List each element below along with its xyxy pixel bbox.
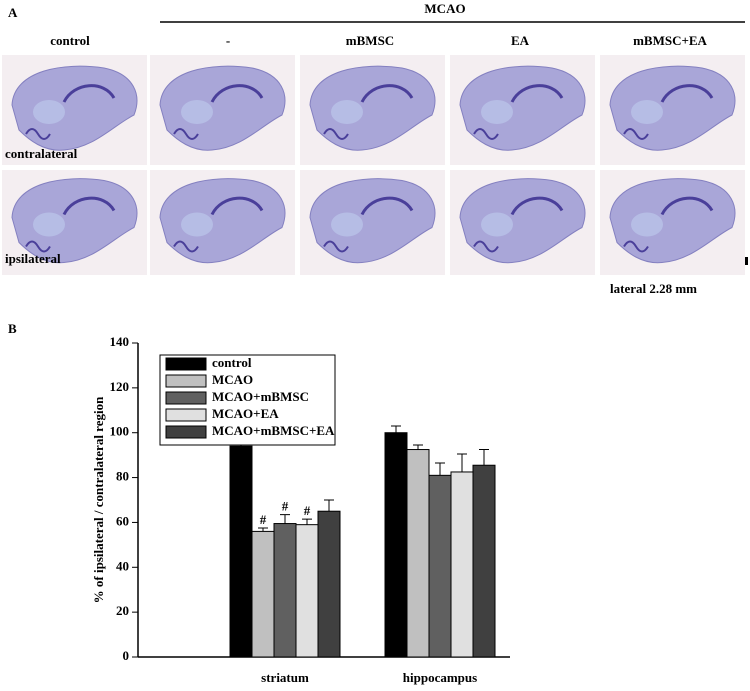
error-bar [479, 449, 489, 466]
error-bar [413, 444, 423, 450]
hippocampus [360, 84, 414, 103]
y-tick-label: 20 [116, 603, 129, 618]
hippocampus [210, 196, 264, 216]
bar [295, 524, 319, 658]
striatum [33, 212, 65, 237]
row-label: ipsilateral [5, 251, 61, 266]
hippocampus [510, 196, 564, 216]
bar [317, 510, 341, 658]
y-tick-label: 0 [123, 648, 130, 663]
bar [428, 474, 452, 658]
cerebellum [25, 240, 51, 253]
striatum [181, 212, 213, 237]
cerebellum [25, 128, 51, 140]
error-bar [324, 499, 334, 512]
cerebellum [173, 128, 199, 140]
striatum [481, 100, 513, 124]
brain-slice [159, 65, 286, 151]
bar [450, 471, 474, 658]
error-bar [435, 462, 445, 476]
legend-label: MCAO [212, 372, 253, 387]
significance-mark: # [260, 512, 267, 527]
striatum [331, 212, 363, 237]
x-tick-label: striatum [261, 670, 309, 685]
brain-slice [159, 178, 286, 264]
cerebellum [623, 240, 649, 253]
row-label: contralateral [5, 146, 78, 161]
scale-note: lateral 2.28 mm [610, 281, 697, 296]
column-header: - [226, 33, 230, 48]
legend-label: MCAO+mBMSC [212, 389, 309, 404]
error-bar [457, 453, 467, 472]
column-header: mBMSC [346, 33, 394, 48]
significance-mark: # [304, 503, 311, 518]
panel-label: A [8, 5, 18, 20]
hippocampus [62, 196, 116, 216]
brain-slice [609, 178, 736, 264]
striatum [181, 100, 213, 124]
cerebellum [473, 128, 499, 140]
brain-slice [11, 65, 138, 151]
y-tick-label: 120 [110, 379, 130, 394]
cerebellum [473, 240, 499, 253]
bar [384, 432, 408, 658]
striatum [481, 212, 513, 237]
bar [472, 464, 496, 658]
brain-slice [609, 65, 736, 151]
significance-mark: # [282, 499, 289, 514]
striatum [631, 100, 663, 124]
y-tick-label: 140 [110, 334, 130, 349]
brain-slice [11, 178, 138, 264]
y-tick-label: 40 [116, 558, 129, 573]
hippocampus [660, 196, 714, 216]
hippocampus [510, 84, 564, 103]
y-tick-label: 80 [116, 469, 129, 484]
cerebellum [323, 128, 349, 140]
legend-label: MCAO+mBMSC+EA [212, 423, 335, 438]
cerebellum [323, 240, 349, 253]
hippocampus [62, 84, 116, 103]
bar [273, 523, 297, 658]
striatum [33, 100, 65, 124]
legend-swatch [165, 374, 207, 388]
bar [229, 445, 253, 658]
group-header: MCAO [424, 1, 465, 16]
y-tick-label: 60 [116, 513, 129, 528]
hippocampus [360, 196, 414, 216]
brain-slice [459, 178, 586, 264]
bar [251, 530, 275, 658]
legend-label: control [212, 355, 252, 370]
brain-slice [309, 65, 436, 151]
cerebellum [173, 240, 199, 253]
x-tick-label: hippocampus [403, 670, 477, 685]
hippocampus [660, 84, 714, 103]
legend-swatch [165, 391, 207, 405]
brain-slice [459, 65, 586, 151]
y-axis-label: % of ipsilateral / contralateral region [91, 396, 106, 603]
legend-label: MCAO+EA [212, 406, 279, 421]
legend-swatch [165, 357, 207, 371]
column-header: mBMSC+EA [633, 33, 707, 48]
error-bar [258, 527, 268, 532]
striatum [331, 100, 363, 124]
column-header: control [50, 33, 90, 48]
brain-slice [309, 178, 436, 264]
legend-swatch [165, 425, 207, 439]
cerebellum [623, 128, 649, 140]
panel-label: B [8, 321, 17, 336]
legend-swatch [165, 408, 207, 422]
column-header: EA [511, 33, 530, 48]
error-bar [391, 425, 401, 433]
striatum [631, 212, 663, 237]
error-bar [280, 514, 290, 524]
error-bar [302, 518, 312, 525]
hippocampus [210, 84, 264, 103]
bar [406, 449, 430, 658]
y-tick-label: 100 [110, 424, 130, 439]
